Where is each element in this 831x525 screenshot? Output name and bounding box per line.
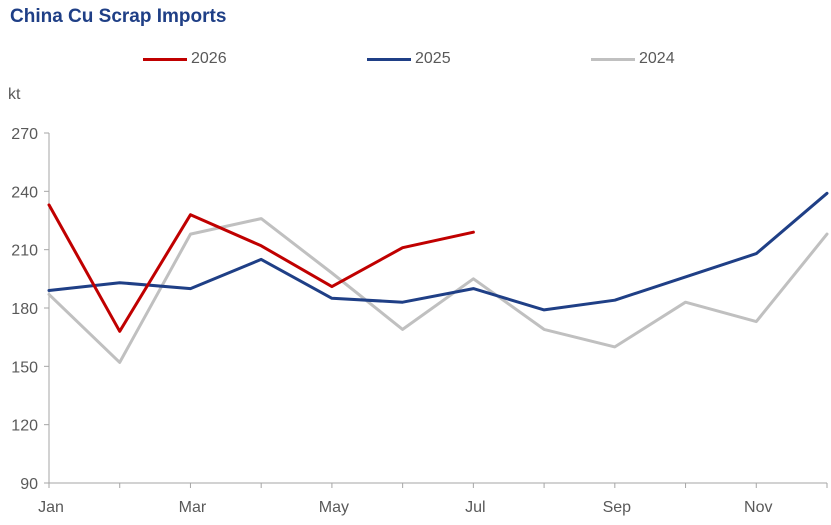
legend-swatch-2025	[367, 57, 411, 61]
y-tick-label: 180	[11, 301, 38, 318]
series-line-2026	[47, 203, 475, 333]
legend-swatch-2026	[143, 57, 187, 61]
chart-title: China Cu Scrap Imports	[10, 6, 227, 27]
y-tick-label: 150	[11, 359, 38, 376]
legend-item-2025: 2025	[367, 50, 451, 68]
x-tick-label: Mar	[179, 499, 207, 516]
series-line-2025	[47, 191, 829, 312]
legend-label-2026: 2026	[191, 50, 227, 67]
x-tick-label: Jul	[465, 499, 485, 516]
legend-label-2025: 2025	[415, 50, 451, 67]
legend-swatch-2024	[591, 57, 635, 61]
y-tick-label: 210	[11, 243, 38, 260]
x-tick-label: Nov	[744, 499, 772, 516]
y-axis-unit-label: kt	[8, 86, 21, 103]
y-tick-label: 90	[20, 476, 38, 493]
y-tick-label: 120	[11, 418, 38, 435]
series-line-2024	[47, 217, 829, 364]
legend: 2026 2025 2024	[0, 50, 831, 74]
x-tick-label: Sep	[603, 499, 632, 516]
legend-item-2026: 2026	[143, 50, 227, 68]
y-tick-label: 270	[11, 126, 38, 143]
legend-item-2024: 2024	[591, 50, 675, 68]
x-tick-label: May	[319, 499, 349, 516]
y-tick-label: 240	[11, 184, 38, 201]
legend-label-2024: 2024	[639, 50, 675, 67]
x-tick-label: Jan	[38, 499, 64, 516]
